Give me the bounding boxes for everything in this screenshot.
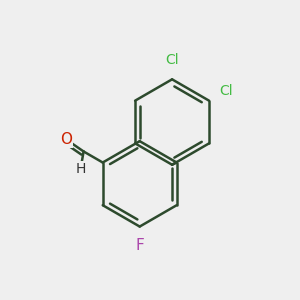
Text: H: H bbox=[76, 161, 86, 176]
Text: Cl: Cl bbox=[219, 84, 232, 98]
Text: Cl: Cl bbox=[165, 53, 179, 67]
Text: O: O bbox=[61, 132, 73, 147]
Text: F: F bbox=[135, 238, 144, 253]
